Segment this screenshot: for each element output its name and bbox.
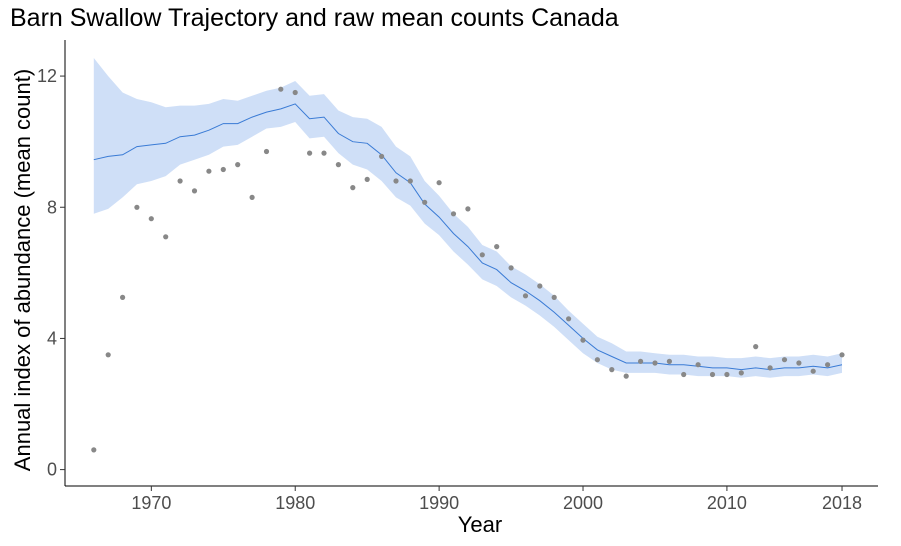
trajectory-line [93,103,843,371]
raw-count-point [379,153,385,159]
raw-count-point [263,148,270,155]
y-tick-label: 0 [47,460,57,480]
raw-count-point [364,176,370,182]
chart-title: Barn Swallow Trajectory and raw mean cou… [10,4,619,32]
raw-count-point [566,316,572,322]
raw-count-point [638,358,644,364]
raw-count-point [206,168,212,174]
raw-count-point [465,206,471,212]
raw-count-point [609,367,615,373]
raw-count-point [666,358,673,364]
x-tick-label: 2018 [822,493,862,513]
raw-count-point [781,357,788,363]
raw-count-point [350,185,356,191]
raw-count-point [681,371,687,378]
raw-count-point [422,199,428,205]
raw-count-point [537,283,543,289]
raw-count-point [393,178,399,184]
raw-count-point [796,360,802,366]
raw-count-point [508,265,514,271]
raw-count-point [738,370,744,376]
raw-count-point [623,373,629,379]
x-tick-label: 2000 [563,493,603,513]
x-tick-label: 1970 [131,493,171,513]
raw-count-point [177,178,183,184]
raw-count-point [724,371,730,378]
raw-count-point [235,162,241,168]
raw-count-point [594,357,601,363]
raw-count-point [292,89,298,96]
raw-count-point [494,244,500,250]
raw-count-point [825,362,831,368]
raw-count-point [709,371,716,378]
raw-count-point [148,216,154,222]
raw-count-point [522,293,529,299]
raw-count-point [580,337,586,343]
y-tick-label: 8 [47,197,57,217]
raw-count-point [436,180,442,186]
y-tick-label: 12 [37,66,57,86]
y-tick-label: 4 [47,328,57,348]
raw-count-point [652,360,658,366]
raw-count-point [191,188,198,194]
raw-count-point [134,204,140,210]
raw-count-point [163,234,169,240]
raw-count-point [407,178,413,184]
raw-count-point [91,447,97,453]
raw-count-point [321,150,327,156]
raw-count-point [450,211,457,217]
x-axis-title: Year [458,512,502,537]
raw-count-point [551,294,557,300]
raw-count-point [278,86,284,92]
raw-count-point [753,344,759,350]
confidence-ribbon [93,58,843,378]
raw-count-point [810,368,816,374]
raw-count-point [335,162,341,168]
x-tick-label: 1990 [419,493,459,513]
raw-count-point [105,352,111,358]
raw-count-point [839,352,845,358]
raw-count-point [120,294,126,300]
x-tick-label: 1980 [275,493,315,513]
raw-count-point [695,362,701,368]
raw-count-point [307,150,313,156]
raw-count-point [249,194,255,200]
raw-count-point [220,166,226,173]
raw-count-point [479,252,485,258]
y-axis-title: Annual index of abundance (mean count) [10,69,35,471]
raw-count-point [767,365,773,371]
x-tick-label: 2010 [707,493,747,513]
